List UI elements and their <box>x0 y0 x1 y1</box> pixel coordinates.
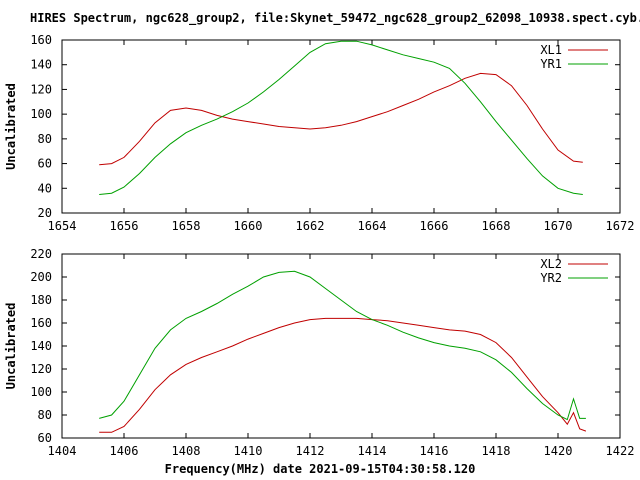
x-tick-label: 1412 <box>296 444 325 458</box>
x-tick-label: 1416 <box>420 444 449 458</box>
y-axis-label: Uncalibrated <box>4 303 18 390</box>
y-tick-label: 120 <box>30 362 52 376</box>
y-tick-label: 80 <box>38 132 52 146</box>
series-line-xl2 <box>99 317 587 433</box>
series-line-xl1 <box>99 72 583 166</box>
x-tick-label: 1666 <box>420 219 449 233</box>
x-tick-label: 1422 <box>606 444 635 458</box>
x-tick-label: 1418 <box>482 444 511 458</box>
x-tick-label: 1670 <box>544 219 573 233</box>
series-line-yr2 <box>99 270 586 421</box>
plot-frame <box>61 253 621 439</box>
y-tick-label: 160 <box>30 33 52 47</box>
legend-label-yr1: YR1 <box>540 57 562 71</box>
y-tick-label: 180 <box>30 293 52 307</box>
x-tick-label: 1656 <box>110 219 139 233</box>
x-tick-label: 1404 <box>48 444 77 458</box>
x-tick-label: 1662 <box>296 219 325 233</box>
y-tick-label: 60 <box>38 157 52 171</box>
x-tick-label: 1654 <box>48 219 77 233</box>
y-tick-label: 60 <box>38 431 52 445</box>
x-tick-label: 1664 <box>358 219 387 233</box>
x-tick-label: 1408 <box>172 444 201 458</box>
y-tick-label: 140 <box>30 339 52 353</box>
page-title: HIRES Spectrum, ngc628_group2, file:Skyn… <box>30 11 640 25</box>
x-axis-label: Frequency(MHz) date 2021-09-15T04:30:58.… <box>164 462 476 476</box>
plot-frame <box>61 39 621 214</box>
y-axis-label: Uncalibrated <box>4 83 18 170</box>
y-tick-label: 220 <box>30 247 52 261</box>
series-line-yr1 <box>99 40 583 195</box>
y-tick-label: 100 <box>30 107 52 121</box>
y-tick-label: 80 <box>38 408 52 422</box>
y-tick-label: 20 <box>38 206 52 220</box>
legend-label-xl1: XL1 <box>540 43 562 57</box>
y-tick-label: 160 <box>30 316 52 330</box>
y-tick-label: 120 <box>30 82 52 96</box>
x-tick-label: 1668 <box>482 219 511 233</box>
chart-xl2-yr2: 1404 1406 1408 1410 1412 1414 1416 1418 1420 1422… <box>4 247 634 458</box>
x-tick-label: 1410 <box>234 444 263 458</box>
legend-label-yr2: YR2 <box>540 271 562 285</box>
y-tick-label: 100 <box>30 385 52 399</box>
y-tick-label: 200 <box>30 270 52 284</box>
x-tick-label: 1672 <box>606 219 635 233</box>
y-tick-label: 40 <box>38 181 52 195</box>
legend-label-xl2: XL2 <box>540 257 562 271</box>
x-tick-label: 1660 <box>234 219 263 233</box>
x-tick-label: 1414 <box>358 444 387 458</box>
x-tick-label: 1420 <box>544 444 573 458</box>
chart-xl1-yr1: 1654 1656 1658 1660 1662 1664 1666 1668 1670 1672… <box>4 33 634 233</box>
y-tick-label: 140 <box>30 58 52 72</box>
x-tick-label: 1406 <box>110 444 139 458</box>
x-tick-label: 1658 <box>172 219 201 233</box>
